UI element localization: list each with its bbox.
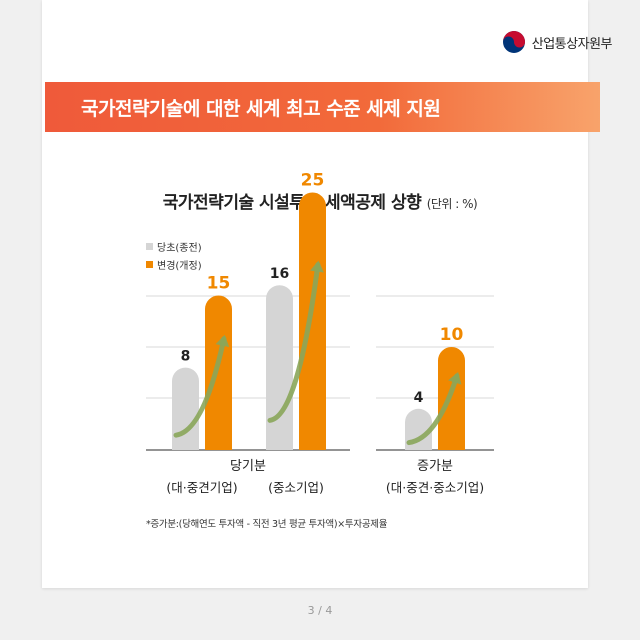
subgroup-label: (중소기업): [268, 480, 324, 495]
chart-title: 국가전략기술 시설투자 세액공제 상향 (단위 : %): [0, 188, 640, 213]
increase-arrow-head: [310, 260, 324, 273]
legend-swatch-revised: [146, 261, 153, 268]
chart-unit-label: (단위 : %): [426, 197, 478, 211]
legend-swatch-original: [146, 243, 153, 250]
bar-value-label: 25: [301, 171, 325, 191]
increase-arrow-shaft: [406, 373, 460, 446]
legend-label-revised: 변경(개정): [157, 261, 202, 272]
ministry-name: 산업통상자원부: [531, 36, 613, 52]
headline-banner: 국가전략기술에 대한 세계 최고 수준 세제 지원: [45, 82, 600, 132]
ministry-logo: 산업통상자원부: [502, 30, 613, 54]
page-indicator: 3 / 4: [307, 604, 333, 617]
bar-value-label: 16: [270, 266, 289, 282]
subgroup-label: (대·중견기업): [166, 480, 237, 495]
increase-arrow-head: [215, 334, 230, 348]
taegeuk-logo-icon: [502, 31, 525, 53]
headline-text: 국가전략기술에 대한 세계 최고 수준 세제 지원: [81, 97, 441, 120]
legend-label-original: 당초(종전): [157, 243, 202, 254]
legend-item-original: 당초(종전): [146, 239, 202, 254]
group-label: 당기분: [230, 459, 266, 474]
chart-legend: 당초(종전) 변경(개정): [146, 239, 202, 275]
legend-item-revised: 변경(개정): [146, 257, 202, 272]
subgroup-label: (대·중견·중소기업): [386, 480, 484, 495]
bar-value-label: 4: [414, 390, 424, 406]
bar-original: [266, 285, 293, 450]
bar-revised: [438, 347, 465, 450]
group-label: 증가분: [417, 459, 453, 474]
bar-value-label: 10: [440, 325, 464, 345]
bar-revised: [299, 192, 326, 450]
bar-revised: [205, 295, 232, 450]
increase-arrow-head: [448, 372, 462, 385]
increase-arrow-shaft: [173, 336, 227, 438]
bar-original: [172, 367, 199, 450]
chart-title-text: 국가전략기술 시설투자 세액공제 상향: [162, 193, 422, 213]
bar-value-label: 8: [181, 349, 191, 365]
footnote: *증가분:(당해연도 투자액 - 직전 3년 평균 투자액)×투자공제율: [146, 519, 388, 530]
increase-arrow-shaft: [267, 262, 321, 423]
bar-value-label: 15: [207, 274, 231, 294]
